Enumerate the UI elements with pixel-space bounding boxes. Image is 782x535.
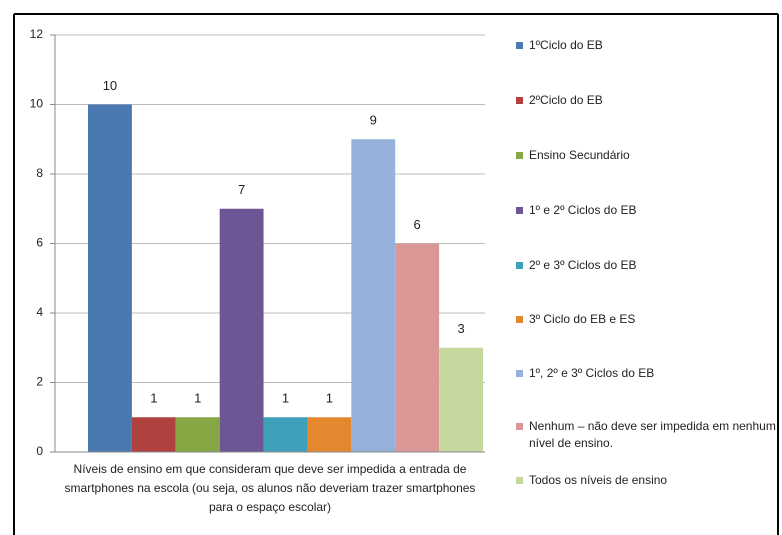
data-label: 1 xyxy=(326,391,333,406)
legend-label: 2º e 3º Ciclos do EB xyxy=(529,258,637,272)
data-label: 10 xyxy=(103,78,117,93)
legend-swatch xyxy=(516,262,523,269)
legend-swatch xyxy=(516,97,523,104)
data-label: 1 xyxy=(194,391,201,406)
y-tick-label: 12 xyxy=(30,27,44,41)
legend-swatch xyxy=(516,316,523,323)
bar xyxy=(307,417,352,452)
legend-item: 3º Ciclo do EB e ES xyxy=(516,311,776,328)
data-label: 3 xyxy=(457,321,464,336)
legend-label: Todos os níveis de ensino xyxy=(529,473,668,487)
legend-swatch xyxy=(516,477,523,484)
y-tick-label: 8 xyxy=(36,166,43,180)
legend-item: 1ºCiclo do EB xyxy=(516,37,776,54)
legend-label: 2ºCiclo do EB xyxy=(529,93,603,107)
legend-label: Nenhum – não deve ser impedida em nenhum… xyxy=(529,419,776,450)
legend-item: 1º e 2º Ciclos do EB xyxy=(516,202,776,219)
y-tick-label: 6 xyxy=(36,236,43,250)
data-label: 1 xyxy=(282,391,289,406)
legend-swatch xyxy=(516,423,523,430)
y-tick-label: 0 xyxy=(36,444,43,458)
legend-item: Nenhum – não deve ser impedida em nenhum… xyxy=(516,418,776,452)
data-label: 1 xyxy=(150,391,157,406)
legend-label: 1ºCiclo do EB xyxy=(529,38,603,52)
data-label: 6 xyxy=(414,217,421,232)
legend-label: 3º Ciclo do EB e ES xyxy=(529,312,636,326)
legend-swatch xyxy=(516,42,523,49)
legend-swatch xyxy=(516,207,523,214)
category-label: Níveis de ensino em que consideram que d… xyxy=(64,462,476,514)
bar xyxy=(219,208,264,452)
legend-swatch xyxy=(516,370,523,377)
bar xyxy=(351,139,396,452)
bar xyxy=(263,417,308,452)
legend-item: 2º e 3º Ciclos do EB xyxy=(516,257,776,274)
legend-item: Todos os níveis de ensino xyxy=(516,472,776,489)
y-tick-label: 2 xyxy=(36,375,43,389)
legend-label: 1º e 2º Ciclos do EB xyxy=(529,203,637,217)
y-tick-label: 10 xyxy=(30,97,44,111)
y-tick-label: 4 xyxy=(36,305,43,319)
legend-item: Ensino Secundário xyxy=(516,147,776,164)
legend-item: 2ºCiclo do EB xyxy=(516,92,776,109)
bar xyxy=(439,347,483,452)
legend-label: Ensino Secundário xyxy=(529,148,630,162)
data-label: 9 xyxy=(370,113,377,128)
bar xyxy=(131,417,176,452)
data-label: 7 xyxy=(238,182,245,197)
legend-swatch xyxy=(516,152,523,159)
bar xyxy=(395,243,440,452)
bar xyxy=(175,417,220,452)
legend-item: 1º, 2º e 3º Ciclos do EB xyxy=(516,365,776,382)
legend-label: 1º, 2º e 3º Ciclos do EB xyxy=(529,366,655,380)
bar xyxy=(88,104,132,452)
